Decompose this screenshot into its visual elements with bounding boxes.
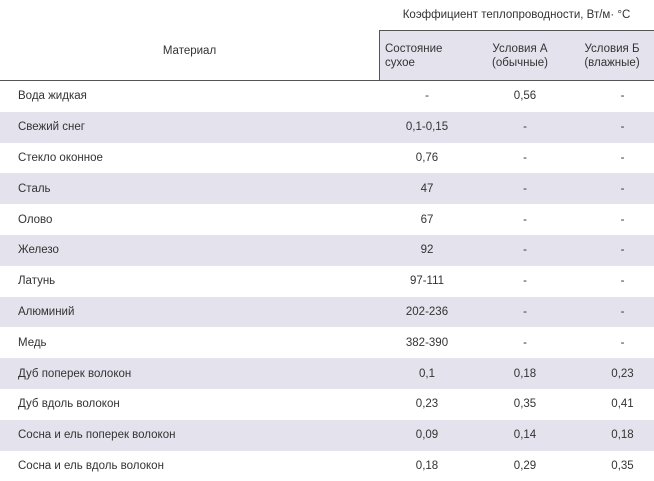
value-conditions-a: 0,18 — [513, 367, 537, 380]
value-conditions-a: - — [523, 336, 527, 349]
coefficient-title: Коэффициент теплопроводности, Вт/м· °С — [402, 9, 631, 21]
value-dry: 47 — [420, 182, 434, 195]
header-vertical-divider — [379, 31, 380, 80]
value-conditions-b: - — [620, 213, 625, 226]
value-conditions-a: 0,56 — [513, 90, 537, 103]
value-conditions-b: - — [620, 244, 625, 257]
value-dry: 0,76 — [415, 151, 439, 164]
material-name: Сталь — [18, 182, 51, 195]
col-header-a-line2: (обычные) — [492, 57, 548, 69]
table-body: Вода жидкая - 0,56 - Свежий снег 0,1-0,1… — [0, 81, 654, 481]
material-name: Свежий снег — [18, 121, 85, 134]
table-row: Дуб поперек волокон 0,1 0,18 0,23 — [0, 358, 654, 389]
table-row: Железо 92 - - — [0, 234, 654, 266]
value-conditions-b: - — [620, 121, 625, 134]
value-dry: 67 — [420, 213, 434, 226]
material-name: Сосна и ель вдоль волокон — [18, 459, 164, 472]
col-header-dry-line2: сухое — [385, 57, 415, 69]
col-header-conditions-b: Условия Б (влажные) — [567, 42, 654, 70]
col-header-conditions-a: Условия А (обычные) — [475, 42, 565, 70]
table-row: Стекло оконное 0,76 - - — [0, 143, 654, 174]
table-row: Сосна и ель поперек волокон 0,09 0,14 0,… — [0, 419, 654, 451]
condition-column-headers: Состояние сухое Условия А (обычные) Усло… — [379, 31, 654, 80]
value-dry: 0,1 — [419, 367, 435, 380]
table-row: Сталь 47 - - — [0, 173, 654, 205]
value-conditions-b: 0,18 — [611, 429, 634, 442]
value-dry: 92 — [420, 244, 434, 257]
value-dry: 0,1-0,15 — [405, 121, 449, 134]
value-conditions-a: - — [523, 244, 527, 257]
value-dry: 0,09 — [415, 429, 439, 442]
value-conditions-b: 0,35 — [611, 459, 634, 472]
col-header-a-line1: Условия А — [492, 43, 548, 55]
table-row: Олово 67 - - — [0, 204, 654, 235]
value-conditions-b: 0,41 — [611, 398, 634, 411]
material-name: Олово — [18, 213, 53, 226]
table-row: Сосна и ель вдоль волокон 0,18 0,29 0,35 — [0, 451, 654, 481]
value-conditions-a: - — [523, 182, 527, 195]
table-row: Дуб вдоль волокон 0,23 0,35 0,41 — [0, 389, 654, 420]
table-row: Свежий снег 0,1-0,15 - - — [0, 111, 654, 143]
material-name: Медь — [18, 336, 47, 349]
value-conditions-a: - — [523, 213, 527, 226]
value-dry: 202-236 — [405, 305, 449, 318]
value-conditions-b: - — [620, 275, 625, 288]
value-conditions-b: 0,23 — [611, 367, 634, 380]
material-name: Дуб поперек волокон — [18, 367, 132, 380]
material-header-label: Материал — [162, 45, 217, 57]
coefficient-header: Коэффициент теплопроводности, Вт/м· °С — [0, 0, 654, 31]
col-header-dry: Состояние сухое — [385, 42, 475, 70]
material-name: Стекло оконное — [18, 151, 103, 164]
coefficient-header-divider — [379, 30, 654, 31]
col-header-b-line1: Условия Б — [584, 43, 640, 55]
table-row: Медь 382-390 - - — [0, 327, 654, 358]
material-name: Дуб вдоль волокон — [18, 398, 120, 411]
value-conditions-b: - — [620, 151, 625, 164]
table-row: Алюминий 202-236 - - — [0, 296, 654, 328]
material-column-header: Материал — [0, 0, 379, 80]
header-bottom-divider — [0, 80, 654, 81]
col-header-dry-line1: Состояние — [385, 43, 443, 55]
value-conditions-a: 0,14 — [513, 429, 537, 442]
value-conditions-a: - — [523, 305, 527, 318]
value-conditions-a: - — [523, 151, 527, 164]
col-header-b-line2: (влажные) — [584, 57, 640, 69]
value-conditions-b: - — [620, 305, 625, 318]
value-dry: 0,23 — [415, 398, 439, 411]
value-dry: 382-390 — [405, 336, 449, 349]
table-row: Латунь 97-111 - - — [0, 266, 654, 297]
value-dry: 97-111 — [409, 275, 445, 288]
material-name: Вода жидкая — [18, 90, 87, 103]
value-conditions-b: - — [620, 336, 625, 349]
value-conditions-a: - — [523, 275, 527, 288]
value-conditions-b: - — [620, 182, 625, 195]
table-row: Вода жидкая - 0,56 - — [0, 81, 654, 112]
material-name: Железо — [18, 244, 59, 257]
value-dry: - — [425, 90, 429, 103]
value-conditions-a: - — [523, 121, 527, 134]
material-name: Латунь — [18, 275, 56, 288]
value-conditions-a: 0,35 — [513, 398, 537, 411]
value-conditions-a: 0,29 — [513, 459, 537, 472]
material-name: Алюминий — [18, 305, 75, 318]
material-name: Сосна и ель поперек волокон — [18, 429, 176, 442]
value-dry: 0,18 — [415, 459, 439, 472]
value-conditions-b: - — [620, 90, 625, 103]
